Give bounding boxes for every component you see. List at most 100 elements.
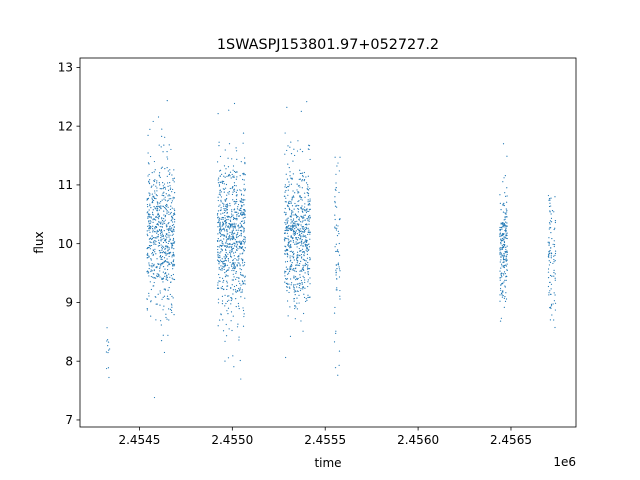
data-point [303,192,306,194]
data-point [298,191,300,193]
data-point [168,222,170,224]
data-point [236,246,238,248]
data-point [163,206,166,209]
data-point [306,241,308,243]
data-point [301,270,303,272]
data-point [290,222,292,224]
data-point [171,311,173,314]
data-point [299,262,301,265]
data-point [147,252,149,254]
data-point [148,221,150,223]
data-point [305,245,307,247]
data-point [299,274,301,276]
data-point [223,203,225,205]
data-point [166,275,168,277]
data-point [243,213,245,215]
data-point [229,234,231,236]
data-point [227,226,230,228]
data-point [160,205,162,207]
data-point [151,263,153,265]
data-point [226,280,228,282]
data-point [161,252,163,254]
data-point [300,237,302,239]
data-point [500,252,502,254]
data-point [173,278,176,281]
data-point [242,173,244,175]
data-point [287,186,289,188]
data-point [337,262,339,264]
data-point [305,227,308,229]
data-point [240,193,243,195]
data-point [506,187,508,189]
data-point [308,148,310,151]
data-point [309,214,311,217]
data-point [160,146,162,148]
data-point [165,193,167,195]
data-point [166,225,168,227]
data-point [287,201,290,203]
data-point [149,216,151,218]
data-point [233,226,235,229]
data-point [233,217,236,220]
data-point [234,267,236,269]
data-point [152,254,154,256]
data-point [167,265,169,267]
data-point [173,265,175,267]
data-point [297,277,299,280]
data-point [305,239,307,241]
data-point [285,278,287,280]
data-point [166,318,168,320]
data-point [553,269,555,271]
data-point [147,254,149,256]
data-point [219,259,222,261]
data-point [288,181,290,183]
data-point [222,202,224,204]
data-point [231,231,234,233]
data-point [233,184,236,187]
data-point [226,282,228,284]
data-point [162,334,164,336]
data-point [170,148,172,151]
data-point [171,256,173,258]
data-point [235,201,237,203]
data-point [153,218,155,220]
data-point [505,221,507,223]
data-point [307,294,309,296]
data-point [226,243,229,245]
data-point [336,268,338,270]
data-point [302,231,304,233]
data-point [297,236,299,239]
data-point [238,262,240,264]
data-point [503,244,506,246]
data-point [222,319,224,321]
data-point [550,213,552,215]
data-point [169,169,171,171]
data-point [289,286,291,288]
data-point [292,257,294,259]
data-point [228,267,230,269]
data-point [234,227,237,229]
data-point [287,194,289,196]
data-point [296,189,298,191]
x-axis-label: time [314,456,341,470]
data-point [222,244,224,246]
data-point [231,230,233,232]
data-point [226,203,228,206]
data-point [292,222,294,224]
data-point [242,142,244,144]
data-point [308,243,310,245]
data-point [163,251,166,254]
data-point [303,254,305,256]
data-point [239,253,241,255]
data-point [294,304,296,307]
data-point [149,281,151,283]
data-point [295,270,297,273]
data-point [231,248,233,250]
data-point [334,227,336,229]
data-point [306,248,309,250]
data-point [224,220,226,222]
data-point [553,292,555,294]
data-point [233,216,235,218]
data-point [239,264,241,266]
data-point [153,171,155,173]
